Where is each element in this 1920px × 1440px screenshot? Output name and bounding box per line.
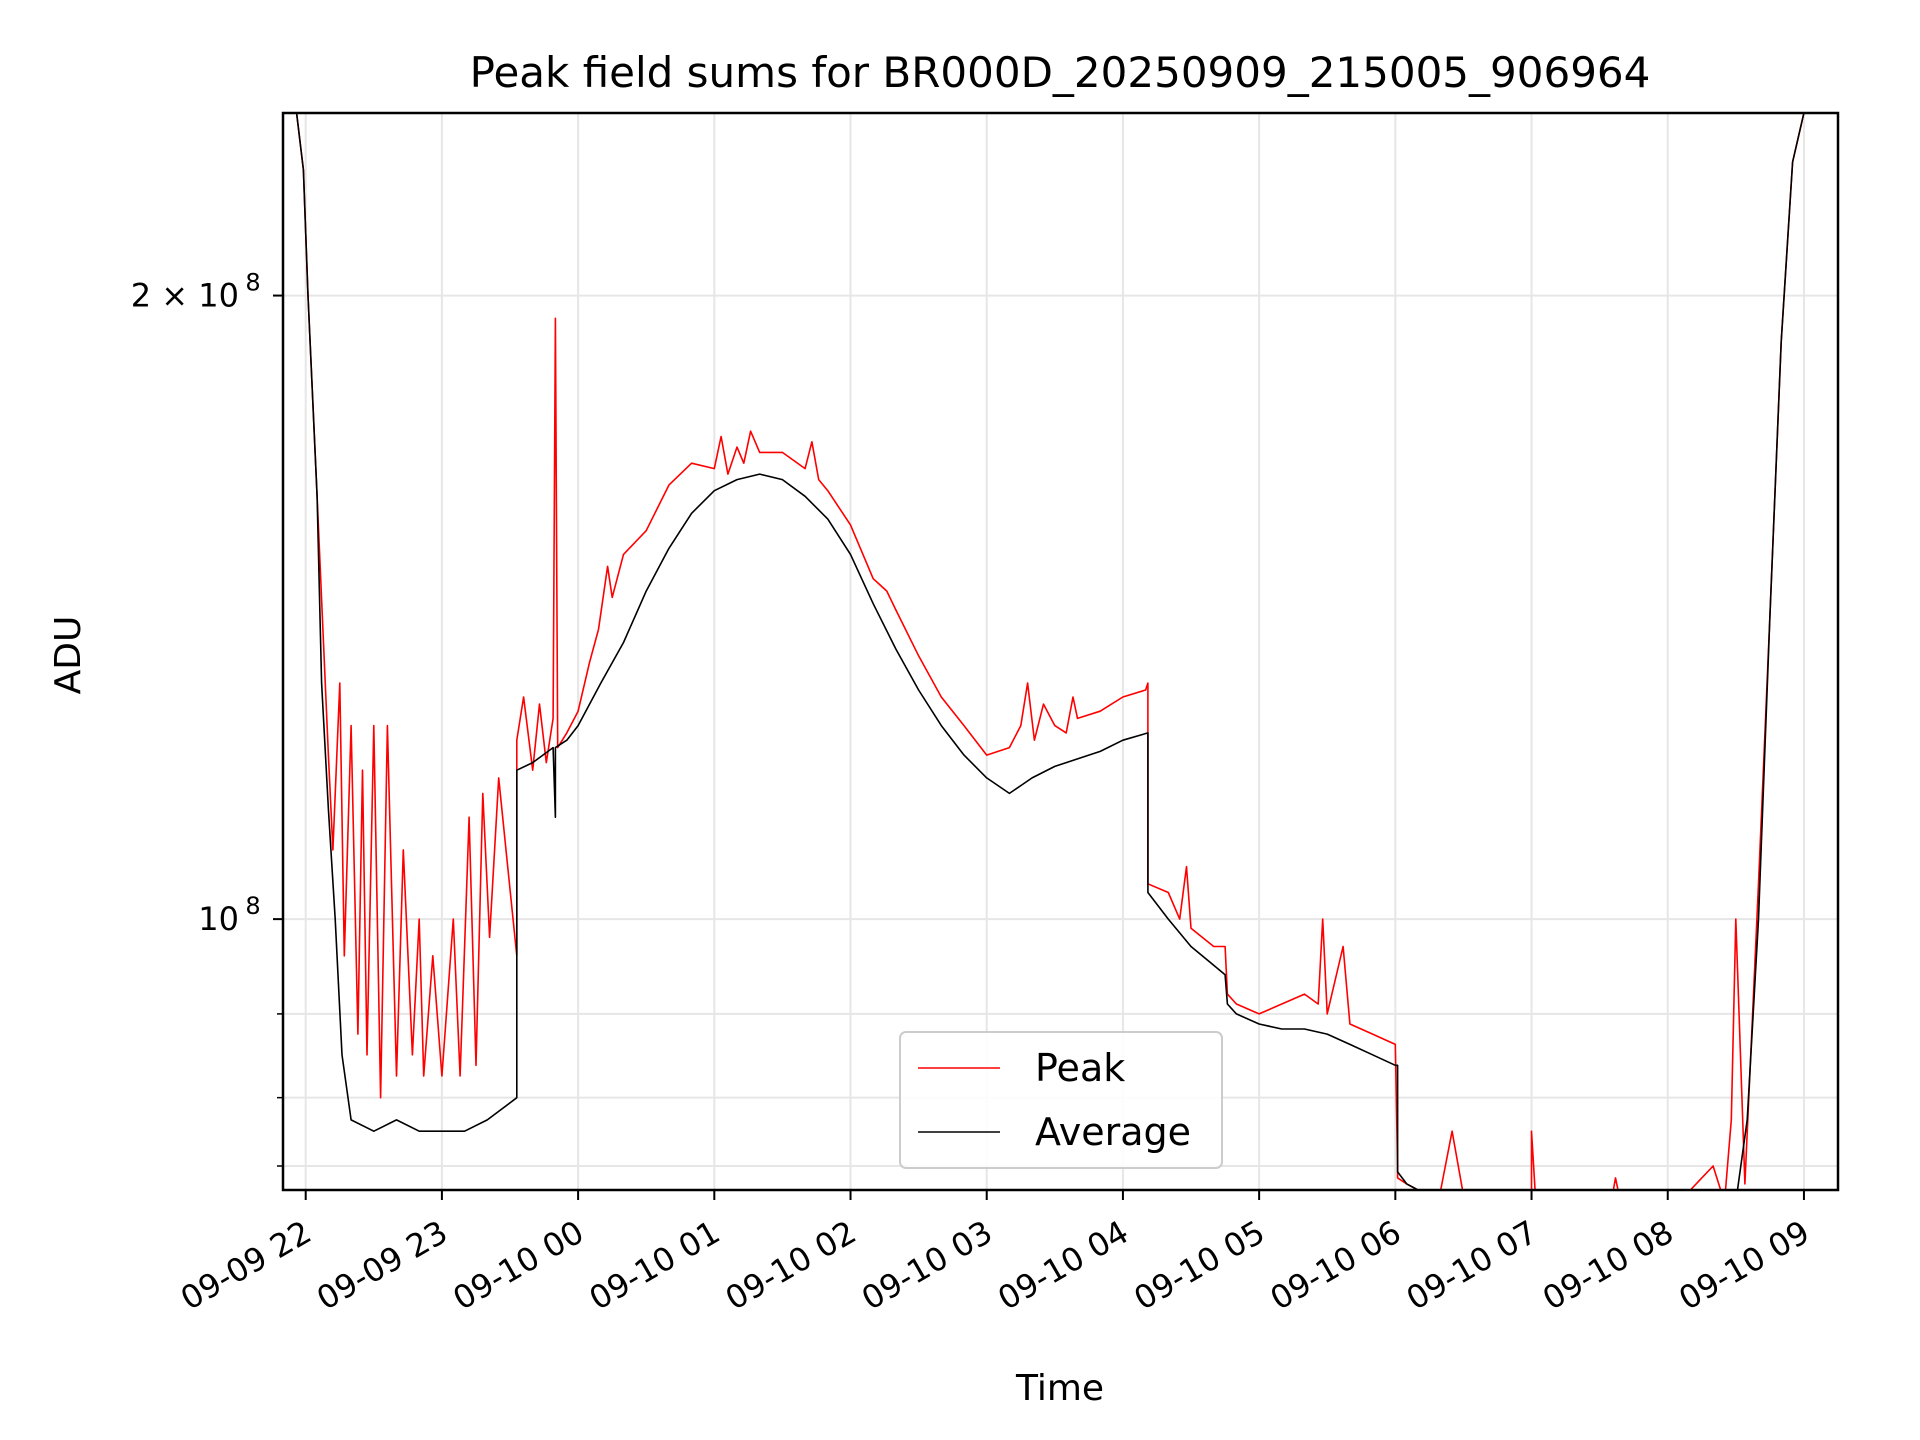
chart-title: Peak field sums for BR000D_20250909_2150… — [470, 48, 1651, 97]
series-line-average — [283, 113, 1827, 1190]
series-line-peak — [283, 113, 1827, 1190]
y-tick-label: 10 — [198, 900, 239, 938]
legend: Peak Average — [899, 1031, 1223, 1169]
y-tick-exponent: 8 — [245, 269, 260, 297]
x-axis-label: Time — [1015, 1368, 1104, 1409]
y-axis: 10 82 × 10 8 — [131, 269, 283, 1167]
y-tick-exponent: 8 — [245, 892, 260, 920]
legend-average-label: Average — [1035, 1110, 1191, 1154]
legend-box — [899, 1031, 1223, 1169]
y-tick-label: 2 × 10 — [131, 277, 239, 315]
legend-peak-label: Peak — [1035, 1046, 1125, 1090]
y-axis-label: ADU — [48, 616, 89, 695]
plot-frame — [281, 111, 1840, 1192]
series-layer — [283, 113, 1827, 1190]
